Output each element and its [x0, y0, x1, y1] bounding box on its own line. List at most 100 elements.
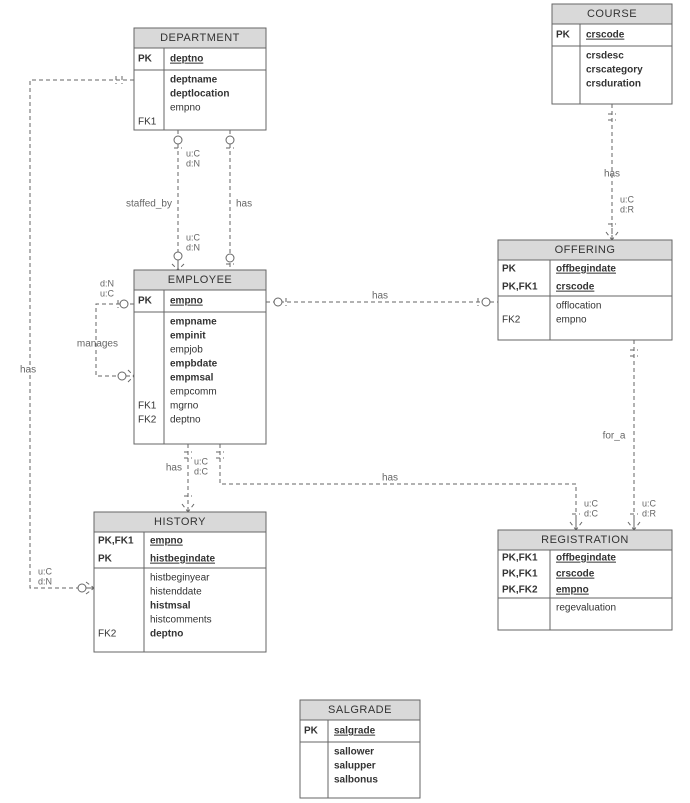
attr: deptno [170, 415, 201, 426]
attr: crscategory [586, 65, 643, 76]
entities: DEPARTMENT PK deptno deptname deptlocation em… [94, 4, 672, 798]
svg-text:d:N: d:N [186, 158, 200, 168]
attr: crsdesc [586, 51, 624, 62]
svg-text:u:C: u:C [642, 498, 657, 508]
entity-title: HISTORY [154, 516, 206, 528]
pk-label: PK [304, 726, 319, 737]
attr: empname [170, 317, 217, 328]
svg-text:u:C: u:C [100, 288, 115, 298]
attr: mgrno [170, 401, 199, 412]
pk-label: PK,FK1 [502, 569, 538, 580]
attr: empno [556, 315, 587, 326]
rel-dept-emp-staffed: staffed_by u:C d:N u:C d:N [126, 130, 200, 270]
attr: regevaluation [556, 603, 616, 614]
svg-text:d:C: d:C [584, 508, 599, 518]
rel-emp-manages: manages u:C d:N [77, 278, 134, 382]
pk-attr: empno [150, 536, 183, 547]
entity-department: DEPARTMENT PK deptno deptname deptlocation em… [134, 28, 266, 130]
attr: sallower [334, 747, 374, 758]
rel-offering-registration: for_a u:C d:R [603, 340, 657, 530]
attr: deptlocation [170, 89, 229, 100]
pk-label: PK [138, 296, 153, 307]
attr: salbonus [334, 775, 378, 786]
svg-text:u:C: u:C [584, 498, 599, 508]
attr: offlocation [556, 301, 601, 312]
rel-emp-offering: has [266, 291, 498, 306]
pk-attr: empno [170, 296, 203, 307]
pk-attr: deptno [170, 54, 203, 65]
pk-attr: histbegindate [150, 554, 215, 565]
rel-label: manages [77, 339, 118, 350]
pk-label: PK,FK1 [98, 536, 134, 547]
attr: histcomments [150, 615, 212, 626]
svg-text:u:C: u:C [186, 232, 201, 242]
rel-label: has [382, 473, 398, 484]
entity-title: DEPARTMENT [160, 32, 240, 44]
pk-label: PK [556, 30, 571, 41]
rel-dept-emp-has: has [226, 130, 252, 270]
pk-attr: offbegindate [556, 553, 616, 564]
attr: histbeginyear [150, 573, 210, 584]
rel-label: has [604, 169, 620, 180]
rel-label: staffed_by [126, 199, 172, 210]
fk-label: FK2 [98, 629, 117, 640]
entity-employee: EMPLOYEE PK empno empname empinit empjob empbd… [134, 270, 266, 444]
rel-emp-history: has u:C d:C [166, 444, 209, 512]
pk-label: PK,FK1 [502, 282, 538, 293]
pk-attr: crscode [556, 282, 595, 293]
entity-salgrade: SALGRADE PK salgrade sallower salupper salbon… [300, 700, 420, 798]
attr: deptname [170, 75, 218, 86]
svg-text:u:C: u:C [620, 194, 635, 204]
pk-attr: crscode [556, 569, 595, 580]
pk-attr: salgrade [334, 726, 376, 737]
attr: empinit [170, 331, 206, 342]
entity-history: HISTORY PK,FK1 empno PK histbegindate histbeg… [94, 512, 266, 652]
entity-title: REGISTRATION [541, 534, 629, 546]
entity-offering: OFFERING PK offbegindate PK,FK1 crscode offlo… [498, 240, 672, 340]
attr: empjob [170, 345, 203, 356]
pk-label: PK,FK1 [502, 553, 538, 564]
rel-emp-registration: has u:C d:C [216, 444, 599, 530]
entity-registration: REGISTRATIONPK,FK1offbegindatePK,FK1crsc… [498, 530, 672, 630]
pk-label: PK [98, 554, 113, 565]
attr: histenddate [150, 587, 202, 598]
entity-title: COURSE [587, 8, 637, 20]
er-diagram: has u:C d:N staffed_by u:C d:N u:C d:N [0, 0, 690, 803]
attr: crsduration [586, 79, 641, 90]
svg-text:d:R: d:R [620, 204, 635, 214]
entity-title: SALGRADE [328, 704, 392, 716]
pk-attr: crscode [586, 30, 625, 41]
attr: empno [170, 103, 201, 114]
pk-attr: offbegindate [556, 264, 616, 275]
svg-text:d:R: d:R [642, 508, 657, 518]
svg-text:d:N: d:N [100, 278, 114, 288]
entity-title: OFFERING [555, 244, 616, 256]
entity-title: EMPLOYEE [168, 274, 233, 286]
pk-label: PK [138, 54, 153, 65]
attr: deptno [150, 629, 183, 640]
fk-label: FK2 [138, 415, 157, 426]
svg-text:d:C: d:C [194, 466, 209, 476]
svg-text:d:N: d:N [186, 242, 200, 252]
entity-course: COURSE PK crscode crsdesc crscategory crsdura… [552, 4, 672, 104]
attr: empbdate [170, 359, 218, 370]
svg-text:u:C: u:C [194, 456, 209, 466]
attr: empmsal [170, 373, 214, 384]
rel-label: has [372, 291, 388, 302]
svg-text:u:C: u:C [186, 148, 201, 158]
svg-text:d:N: d:N [38, 576, 52, 586]
rel-label: has [20, 365, 36, 376]
attr: histmsal [150, 601, 191, 612]
fk-label: FK2 [502, 315, 521, 326]
rel-label: has [236, 199, 252, 210]
pk-attr: empno [556, 585, 589, 596]
attr: salupper [334, 761, 376, 772]
rel-label: for_a [603, 431, 626, 442]
fk-label: FK1 [138, 117, 157, 128]
fk-label: FK1 [138, 401, 157, 412]
pk-label: PK [502, 264, 517, 275]
svg-text:u:C: u:C [38, 566, 53, 576]
pk-label: PK,FK2 [502, 585, 538, 596]
rel-course-offering: has u:C d:R [604, 104, 635, 240]
attr: empcomm [170, 387, 217, 398]
